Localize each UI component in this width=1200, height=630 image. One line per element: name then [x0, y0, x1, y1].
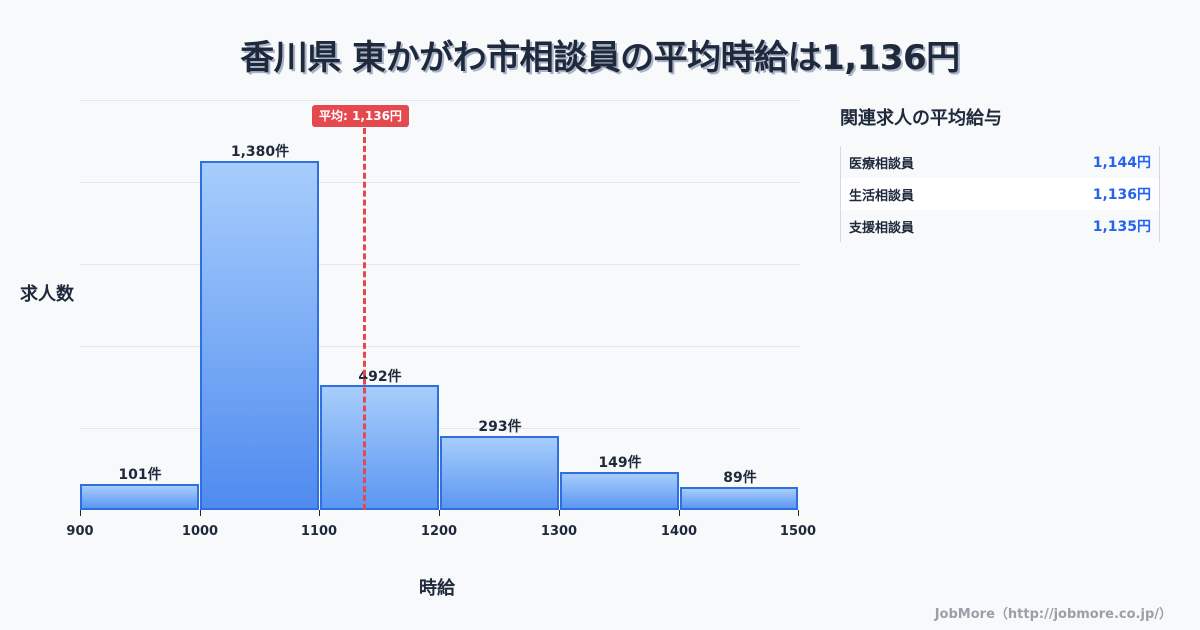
related-job-name: 生活相談員 — [849, 188, 915, 204]
x-tick — [439, 510, 440, 516]
x-tick-label: 1400 — [660, 524, 698, 539]
gridline — [80, 100, 800, 101]
x-tick — [200, 510, 201, 516]
x-tick — [559, 510, 560, 516]
related-row: 生活相談員 1,136円 — [841, 178, 1159, 210]
related-job-name: 医療相談員 — [849, 156, 915, 172]
x-tick-label: 1500 — [779, 524, 817, 539]
x-tick-label: 1000 — [181, 524, 219, 539]
gridline — [80, 346, 800, 347]
chart-title: 香川県 東かがわ市相談員の平均時給は1,136円 — [240, 38, 960, 78]
x-tick — [80, 510, 81, 516]
bar-value-label: 149件 — [598, 455, 642, 471]
related-job-name: 支援相談員 — [849, 220, 915, 236]
x-tick — [319, 510, 320, 516]
histogram-bar-1100-1200 — [320, 385, 439, 510]
source-credit: JobMore（http://jobmore.co.jp/） — [934, 607, 1172, 622]
bar-value-label: 293件 — [478, 419, 522, 435]
related-job-wage: 1,144円 — [1092, 155, 1151, 171]
x-axis-label: 時給 — [419, 578, 455, 599]
bar-value-label: 101件 — [118, 467, 162, 483]
x-tick-label: 1100 — [300, 524, 338, 539]
related-job-wage: 1,136円 — [1092, 187, 1151, 203]
bar-value-label: 89件 — [723, 470, 757, 486]
gridline — [80, 428, 800, 429]
histogram-bar-1400-1500 — [680, 487, 798, 510]
related-salaries-table: 医療相談員 1,144円 生活相談員 1,136円 支援相談員 1,135円 — [840, 146, 1160, 242]
histogram-bar-1300-1400 — [560, 472, 679, 510]
related-row: 支援相談員 1,135円 — [841, 210, 1159, 242]
x-tick — [798, 510, 799, 516]
histogram-bar-1200-1300 — [440, 436, 559, 510]
x-tick — [679, 510, 680, 516]
average-line — [363, 128, 366, 510]
x-tick-label: 1300 — [540, 524, 578, 539]
related-job-wage: 1,135円 — [1092, 219, 1151, 235]
histogram-bar-900-1000 — [80, 484, 199, 510]
y-axis-label: 求人数 — [20, 284, 74, 305]
gridline — [80, 264, 800, 265]
related-row: 医療相談員 1,144円 — [841, 146, 1159, 178]
bar-value-label: 492件 — [358, 369, 402, 385]
x-tick-label: 900 — [66, 524, 94, 539]
plot-area: 101件 1,380件 492件 293件 149件 89件 — [80, 100, 800, 510]
histogram-bar-1000-1100 — [200, 161, 319, 510]
average-badge: 平均: 1,136円 — [312, 105, 409, 127]
x-tick-label: 1200 — [420, 524, 458, 539]
bar-value-label: 1,380件 — [230, 144, 290, 160]
related-salaries-title: 関連求人の平均給与 — [840, 108, 1002, 129]
gridline — [80, 182, 800, 183]
